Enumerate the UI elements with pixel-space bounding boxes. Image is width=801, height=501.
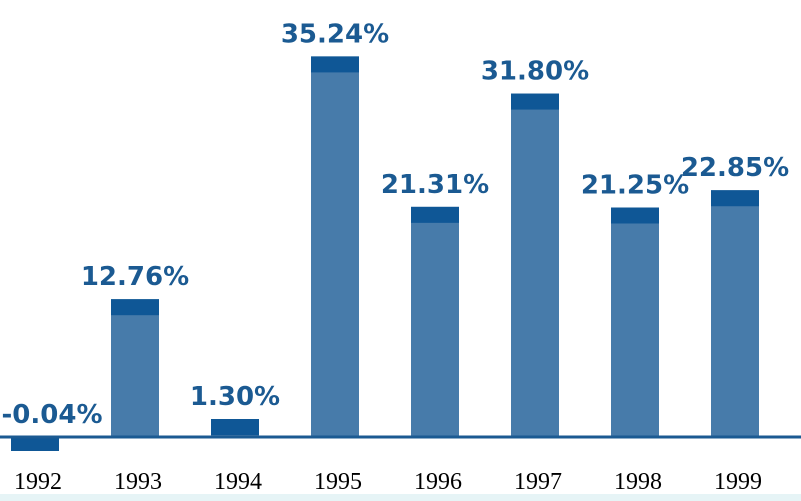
- value-labels-group: -0.04% 12.76% 1.30% 35.24% 21.31% 31.80% 21.25…: [2, 19, 790, 430]
- tick-label-1998: 1998: [614, 469, 662, 495]
- bar-1999: [711, 190, 759, 437]
- bar-cap-1999: [711, 190, 759, 207]
- tick-label-1995: 1995: [314, 469, 362, 495]
- bar-cap-1994: [211, 419, 259, 435]
- bar-1992: [11, 437, 59, 451]
- tick-label-1999: 1999: [714, 469, 762, 495]
- bar-1993: [111, 299, 159, 437]
- tick-label-1997: 1997: [514, 469, 562, 495]
- bar-cap-1993: [111, 299, 159, 316]
- value-label-1993: 12.76%: [81, 262, 189, 292]
- bars-group: [11, 56, 759, 451]
- value-label-1999: 22.85%: [681, 153, 789, 183]
- tick-label-1993: 1993: [114, 469, 162, 495]
- bar-1995: [311, 56, 359, 438]
- bar-cap-1997: [511, 93, 559, 110]
- value-label-1997: 31.80%: [481, 57, 589, 87]
- bar-cap-1995: [311, 56, 359, 73]
- bar-cap-1998: [611, 207, 659, 224]
- value-label-1992: -0.04%: [2, 400, 103, 430]
- bar-1997: [511, 93, 559, 437]
- value-label-1994: 1.30%: [190, 382, 280, 412]
- value-label-1996: 21.31%: [381, 170, 489, 200]
- bar-cap-1996: [411, 206, 459, 223]
- bottom-strip: [0, 494, 801, 501]
- bar-1998: [611, 207, 659, 437]
- value-label-1998: 21.25%: [581, 171, 689, 201]
- tick-label-1996: 1996: [414, 469, 462, 495]
- bar-1996: [411, 206, 459, 437]
- value-label-1995: 35.24%: [281, 19, 389, 49]
- tick-label-1992: 1992: [14, 469, 62, 495]
- tick-label-1994: 1994: [214, 469, 262, 495]
- tick-labels-group: 1992 1993 1994 1995 1996 1997 1998 1999: [14, 469, 762, 495]
